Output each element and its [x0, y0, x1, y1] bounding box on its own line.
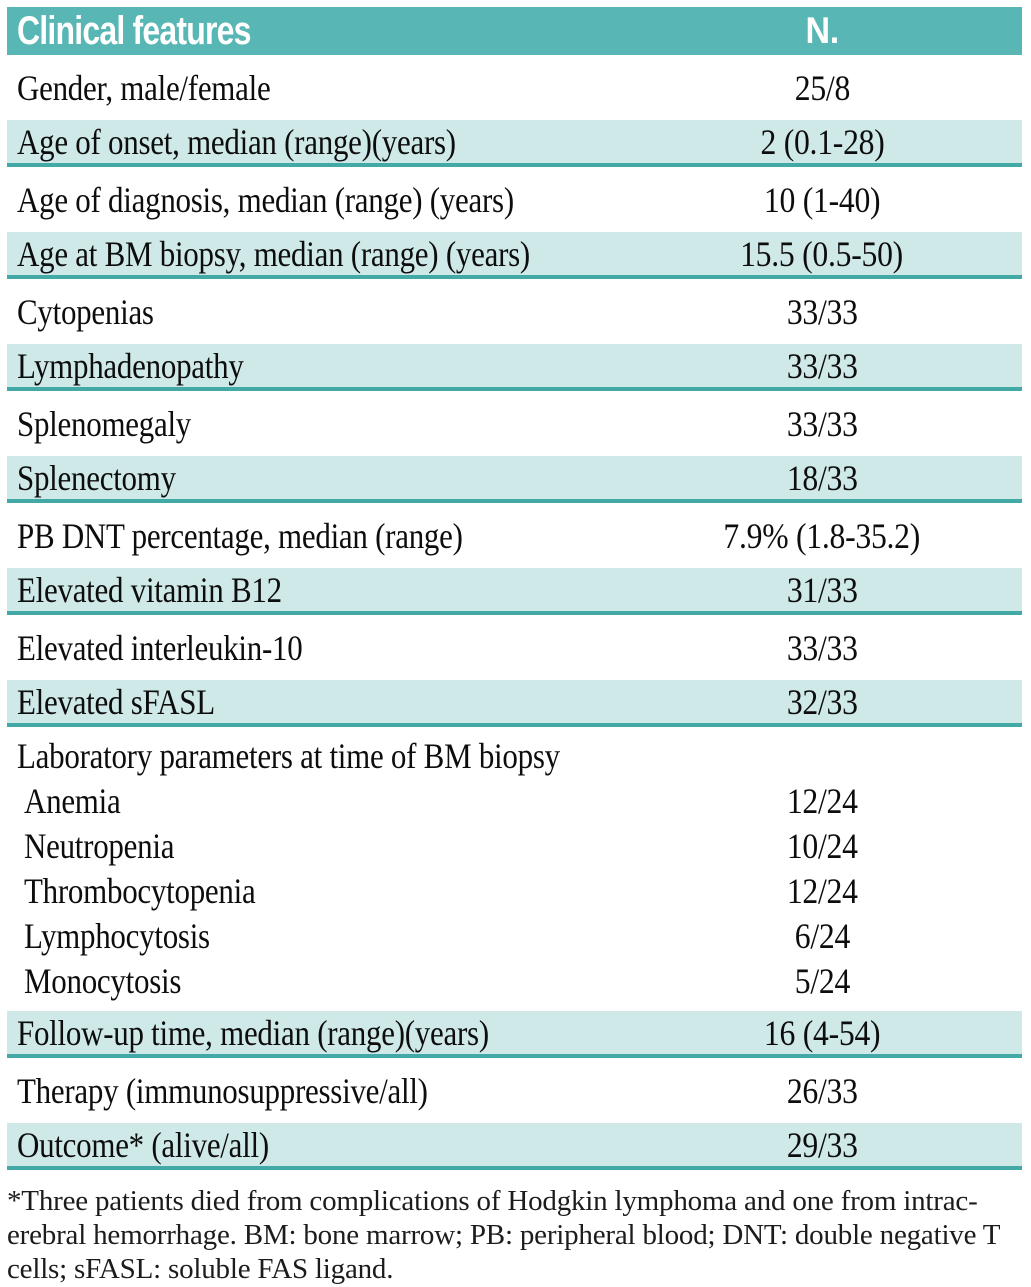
- footnote-line: erebral hemorrhage. BM: bone marrow; PB:…: [7, 1219, 1001, 1251]
- row-label: Splenomegaly: [17, 403, 192, 444]
- table-row-sfasl: Elevated sFASL 32/33: [7, 680, 1022, 727]
- table-row-age-onset: Age of onset, median (range)(years) 2 (0…: [7, 120, 1022, 167]
- row-label: Therapy (immunosuppressive/all): [17, 1070, 428, 1111]
- lab-item-value: 10/24: [786, 825, 858, 866]
- row-value: 31/33: [786, 569, 858, 610]
- footnote-line: *Three patients died from complications …: [7, 1185, 978, 1217]
- row-value: 29/33: [786, 1124, 858, 1165]
- lab-item-monocytosis: Monocytosis 5/24: [7, 958, 1022, 1003]
- footnote-line: cells; sFASL: soluble FAS ligand.: [7, 1253, 394, 1285]
- lab-item-value: 5/24: [794, 960, 850, 1001]
- row-label: Elevated vitamin B12: [17, 569, 282, 610]
- lab-item-thrombocytopenia: Thrombocytopenia 12/24: [7, 868, 1022, 913]
- row-label: Lymphadenopathy: [17, 345, 244, 386]
- table-row-cytopenias: Cytopenias 33/33: [7, 279, 1022, 344]
- row-value: 25/8: [794, 67, 850, 108]
- table-header-row: Clinical features N.: [7, 7, 1022, 55]
- table-row-splenectomy: Splenectomy 18/33: [7, 456, 1022, 503]
- table-row-vitamin-b12: Elevated vitamin B12 31/33: [7, 568, 1022, 615]
- row-label: Age of onset, median (range)(years): [17, 121, 456, 162]
- table-row-pb-dnt: PB DNT percentage, median (range) 7.9% (…: [7, 503, 1022, 568]
- lab-item-value: 12/24: [786, 870, 858, 911]
- row-value: 32/33: [786, 681, 858, 722]
- row-label: Gender, male/female: [17, 67, 271, 108]
- row-label: Splenectomy: [17, 457, 176, 498]
- lab-item-value: 6/24: [794, 915, 850, 956]
- lab-group-title-line: Laboratory parameters at time of BM biop…: [7, 733, 1022, 778]
- row-value: 15.5 (0.5-50): [740, 233, 904, 274]
- row-label: Outcome* (alive/all): [17, 1124, 269, 1165]
- table-row-therapy: Therapy (immunosuppressive/all) 26/33: [7, 1058, 1022, 1123]
- table-row-gender: Gender, male/female 25/8: [7, 55, 1022, 120]
- header-n: N.: [622, 10, 1022, 52]
- lab-item-lymphocytosis: Lymphocytosis 6/24: [7, 913, 1022, 958]
- lab-item-label: Anemia: [24, 780, 121, 821]
- lab-item-label: Monocytosis: [24, 960, 182, 1001]
- table-row-age-bm-biopsy: Age at BM biopsy, median (range) (years)…: [7, 232, 1022, 279]
- row-value: 10 (1-40): [763, 179, 881, 220]
- row-value: 33/33: [786, 403, 858, 444]
- table-row-lymphadenopathy: Lymphadenopathy 33/33: [7, 344, 1022, 391]
- row-value: 18/33: [786, 457, 858, 498]
- row-value: 7.9% (1.8-35.2): [723, 515, 921, 556]
- row-label: PB DNT percentage, median (range): [17, 515, 463, 556]
- table-row-interleukin-10: Elevated interleukin-10 33/33: [7, 615, 1022, 680]
- table-row-age-diagnosis: Age of diagnosis, median (range) (years)…: [7, 167, 1022, 232]
- lab-item-label: Neutropenia: [24, 825, 175, 866]
- lab-item-neutropenia: Neutropenia 10/24: [7, 823, 1022, 868]
- table-row-outcome: Outcome* (alive/all) 29/33: [7, 1123, 1022, 1170]
- row-value: 33/33: [786, 345, 858, 386]
- table-row-splenomegaly: Splenomegaly 33/33: [7, 391, 1022, 456]
- lab-item-anemia: Anemia 12/24: [7, 778, 1022, 823]
- row-label: Age of diagnosis, median (range) (years): [17, 179, 514, 220]
- row-value: 2 (0.1-28): [759, 121, 885, 162]
- row-label: Elevated interleukin-10: [17, 627, 303, 668]
- table-footnote: *Three patients died from complications …: [7, 1184, 1022, 1286]
- row-value: 16 (4-54): [763, 1012, 881, 1053]
- lab-item-label: Lymphocytosis: [24, 915, 210, 956]
- lab-item-value: 12/24: [786, 780, 858, 821]
- row-label: Cytopenias: [17, 291, 154, 332]
- lab-item-label: Thrombocytopenia: [24, 870, 256, 911]
- row-value: 33/33: [786, 291, 858, 332]
- lab-group-title: Laboratory parameters at time of BM biop…: [17, 735, 560, 776]
- header-n-label: N.: [805, 10, 839, 51]
- clinical-features-table: Clinical features N. Gender, male/female…: [7, 7, 1022, 1286]
- table-row-follow-up: Follow-up time, median (range)(years) 16…: [7, 1011, 1022, 1058]
- lab-parameters-group: Laboratory parameters at time of BM biop…: [7, 727, 1022, 1011]
- row-label: Follow-up time, median (range)(years): [17, 1012, 489, 1053]
- row-value: 33/33: [786, 627, 858, 668]
- row-label: Elevated sFASL: [17, 681, 215, 722]
- row-value: 26/33: [786, 1070, 858, 1111]
- header-clinical-features: Clinical features: [7, 9, 622, 54]
- header-clinical-features-label: Clinical features: [17, 8, 251, 53]
- row-label: Age at BM biopsy, median (range) (years): [17, 233, 530, 274]
